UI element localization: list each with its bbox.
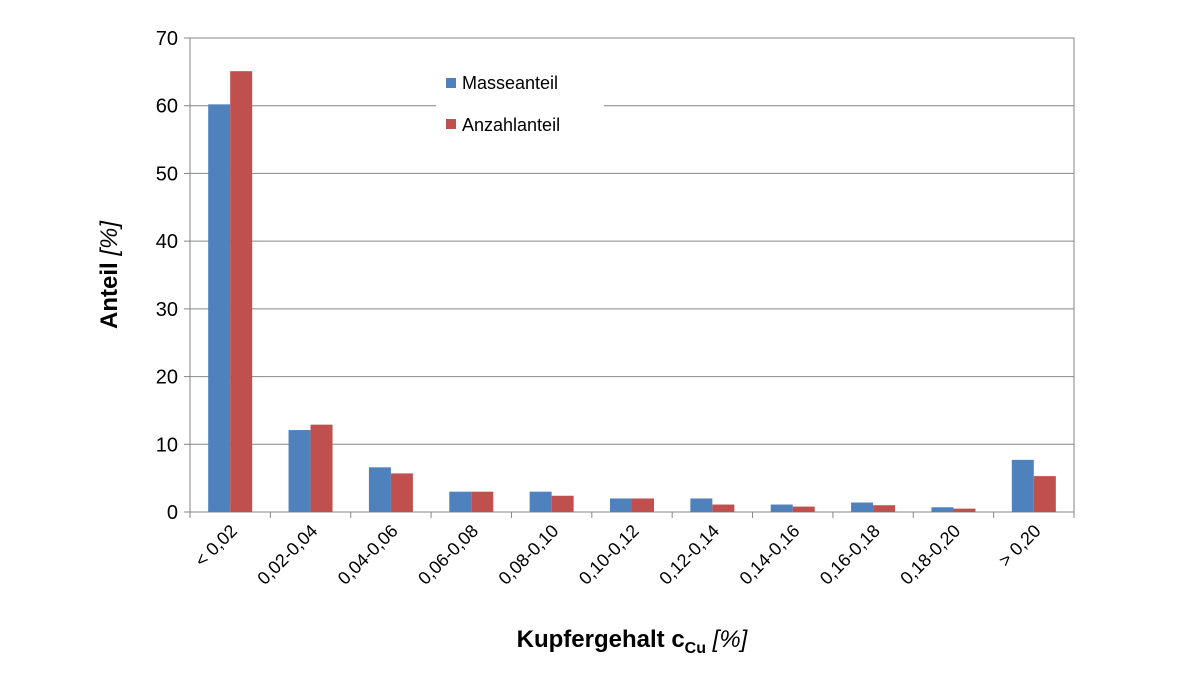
y-tick-label: 60	[156, 96, 178, 118]
y-tick-label: 0	[167, 502, 178, 524]
bar-masseanteil-2	[368, 467, 391, 512]
legend: Masseanteil Anzahlanteil	[436, 66, 604, 148]
x-tick-label: 0,04-0,06	[334, 521, 402, 589]
x-tick-label: 0,14-0,16	[736, 521, 804, 589]
bar-masseanteil-5	[610, 498, 632, 512]
bar-masseanteil-3	[449, 491, 472, 512]
x-tick-marks	[189, 512, 1075, 518]
x-axis-label: Kupfergehalt cCu [%]	[517, 626, 749, 657]
bar-anzahlanteil-9	[953, 508, 976, 512]
bar-anzahlanteil-8	[873, 505, 896, 512]
x-tick-label: 0,10-0,12	[575, 521, 643, 589]
bar-masseanteil-9	[931, 507, 954, 512]
legend-swatch-masseanteil	[446, 78, 456, 88]
x-tick-label: 0,02-0,04	[253, 521, 321, 589]
bar-masseanteil-4	[529, 491, 552, 512]
bar-anzahlanteil-1	[310, 424, 333, 512]
x-tick-label: 0,12-0,14	[655, 521, 723, 589]
x-tick-label: < 0,02	[191, 521, 241, 571]
x-tick-label: 0,08-0,10	[495, 521, 563, 589]
x-tick-label: 0,16-0,18	[816, 521, 884, 589]
bar-anzahlanteil-3	[471, 491, 494, 512]
bar-anzahlanteil-7	[792, 506, 815, 512]
legend-box	[436, 66, 604, 148]
x-tick-label: 0,06-0,08	[414, 521, 482, 589]
bars	[208, 71, 1056, 513]
legend-swatch-anzahlanteil	[446, 119, 456, 129]
bar-anzahlanteil-6	[712, 504, 735, 512]
y-tick-label: 30	[156, 299, 178, 321]
y-tick-label: 40	[156, 231, 178, 253]
bar-masseanteil-1	[288, 430, 311, 512]
y-tick-label: 10	[156, 434, 178, 456]
bar-masseanteil-6	[690, 498, 713, 512]
bar-masseanteil-8	[851, 502, 874, 512]
x-tick-label: > 0,20	[995, 521, 1045, 571]
bar-masseanteil-7	[770, 504, 793, 512]
bar-anzahlanteil-10	[1033, 476, 1056, 512]
legend-label-anzahlanteil: Anzahlanteil	[462, 115, 560, 135]
x-tick-label: 0,18-0,20	[896, 521, 964, 589]
y-tick-label: 50	[156, 163, 178, 185]
x-tick-labels: < 0,02 0,02-0,04 0,04-0,06 0,06-0,08 0,08-0,…	[191, 521, 1045, 589]
bar-masseanteil-10	[1011, 459, 1034, 512]
y-tick-labels: 0 10 20 30 40 50 60 70	[156, 28, 178, 524]
y-tick-label: 70	[156, 28, 178, 50]
y-axis-label: Anteil [%]	[96, 220, 123, 329]
bar-masseanteil-0	[208, 104, 231, 513]
bar-anzahlanteil-0	[230, 71, 253, 513]
bar-anzahlanteil-4	[551, 495, 574, 512]
bar-anzahlanteil-2	[390, 473, 413, 512]
bar-anzahlanteil-5	[632, 498, 654, 512]
y-tick-label: 20	[156, 367, 178, 389]
legend-label-masseanteil: Masseanteil	[462, 73, 558, 93]
